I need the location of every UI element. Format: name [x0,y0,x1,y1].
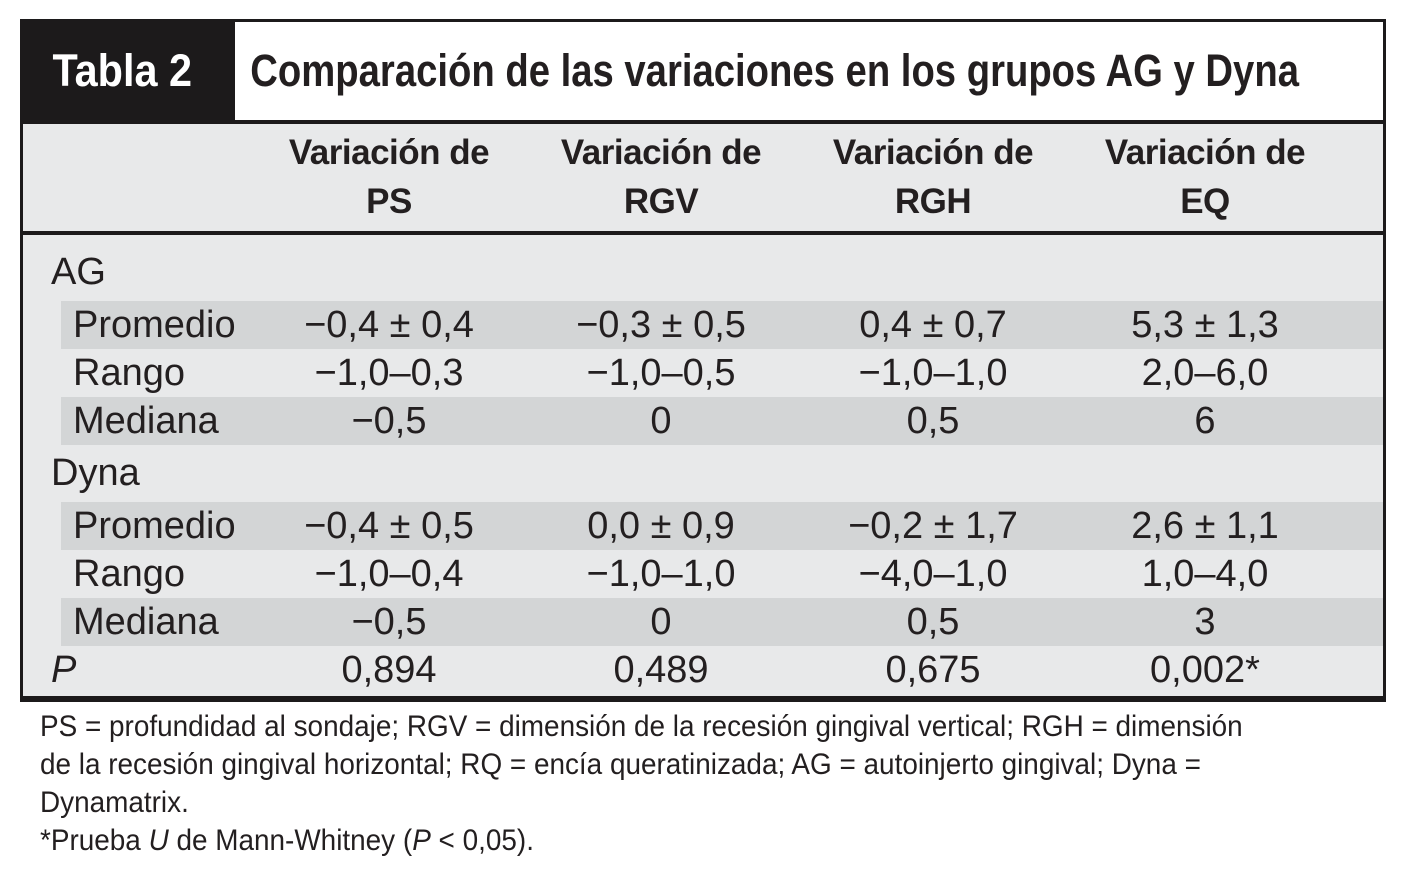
row-ag-promedio: Promedio −0,4 ± 0,4 −0,3 ± 0,5 0,4 ± 0,7… [23,301,1383,349]
column-header-rgh-line1: Variación de [832,133,1034,173]
cell-dyna-promedio-rgv: 0,0 ± 0,9 [587,504,735,547]
column-header-rgh-line2: RGH [894,181,972,221]
table-footnote: PS = profundidad al sondaje; RGV = dimen… [40,708,1333,860]
row-ag-rango: Rango −1,0–0,3 −1,0–0,5 −1,0–1,0 2,0–6,0 [23,349,1383,397]
cell-ag-rango-eq: 2,0–6,0 [1141,351,1269,394]
group-label-dyna: Dyna [51,452,140,494]
cell-ag-promedio-rgv: −0,3 ± 0,5 [576,303,746,346]
column-header-eq: Variación de EQ [1069,129,1341,226]
footnote-line-3: Dynamatrix. [40,786,189,819]
table-number-label: Tabla 2 [52,45,193,96]
cell-ag-rango-rgh: −1,0–1,0 [858,351,1008,394]
cell-ag-mediana-rgv: 0 [650,399,672,442]
mw-note-p: P [412,824,431,857]
table-number-tag: Tabla 2 [23,22,235,120]
cell-dyna-mediana-eq: 3 [1194,600,1216,643]
p-row-label: P [51,648,77,691]
row-dyna-rango: Rango −1,0–0,4 −1,0–1,0 −4,0–1,0 1,0–4,0 [23,550,1383,598]
cell-p-rgh: 0,675 [885,648,981,691]
mw-note-pre: *Prueba [40,824,149,857]
row-dyna-mediana: Mediana −0,5 0 0,5 3 [23,598,1383,646]
row-p-value: P 0,894 0,489 0,675 0,002* [23,646,1383,694]
group-row-dyna: Dyna [23,445,1383,502]
cell-dyna-rango-rgv: −1,0–1,0 [586,552,736,595]
cell-ag-rango-rgv: −1,0–0,5 [586,351,736,394]
cell-dyna-mediana-ps: −0,5 [351,600,427,643]
column-header-rgv-line1: Variación de [560,133,762,173]
footnote-line-4: *Prueba U de Mann-Whitney (P < 0,05). [40,822,1243,860]
row-label: Rango [73,552,185,595]
mw-note-u: U [148,824,169,857]
footnote-line-2: de la recesión gingival horizontal; RQ =… [40,748,1201,781]
table-title-area: Comparación de las variaciones en los gr… [235,22,1383,120]
comparison-table: Tabla 2 Comparación de las variaciones e… [20,19,1386,702]
column-header-ps-line2: PS [366,181,412,221]
row-label: Promedio [73,303,236,346]
cell-ag-promedio-eq: 5,3 ± 1,3 [1131,303,1279,346]
group-row-ag: AG [23,244,1383,301]
cell-p-rgv: 0,489 [613,648,709,691]
cell-dyna-promedio-ps: −0,4 ± 0,5 [304,504,474,547]
cell-ag-rango-ps: −1,0–0,3 [314,351,464,394]
table-title: Comparación de las variaciones en los gr… [250,45,1299,96]
row-ag-mediana: Mediana −0,5 0 0,5 6 [23,397,1383,445]
cell-dyna-rango-ps: −1,0–0,4 [314,552,464,595]
row-dyna-promedio: Promedio −0,4 ± 0,5 0,0 ± 0,9 −0,2 ± 1,7… [23,502,1383,550]
column-header-rgv-line2: RGV [623,181,699,221]
table-title-row: Tabla 2 Comparación de las variaciones e… [23,22,1383,124]
group-label-ag: AG [51,251,106,293]
cell-ag-mediana-eq: 6 [1194,399,1216,442]
cell-ag-mediana-ps: −0,5 [351,399,427,442]
column-header-rgh: Variación de RGH [797,129,1069,226]
cell-dyna-promedio-rgh: −0,2 ± 1,7 [848,504,1018,547]
cell-ag-mediana-rgh: 0,5 [906,399,960,442]
column-header-eq-line1: Variación de [1104,133,1306,173]
cell-dyna-rango-rgh: −4,0–1,0 [858,552,1008,595]
column-header-row: Variación de PS Variación de RGV Variaci… [23,124,1383,235]
cell-ag-promedio-rgh: 0,4 ± 0,7 [859,303,1007,346]
row-label: Rango [73,351,185,394]
column-header-ps-line1: Variación de [288,133,490,173]
column-header-ps: Variación de PS [253,129,525,226]
cell-dyna-mediana-rgh: 0,5 [906,600,960,643]
cell-dyna-promedio-eq: 2,6 ± 1,1 [1131,504,1279,547]
footnote-line-1: PS = profundidad al sondaje; RGV = dimen… [40,710,1243,743]
cell-dyna-rango-eq: 1,0–4,0 [1141,552,1269,595]
row-label: Promedio [73,504,236,547]
cell-p-eq: 0,002* [1150,648,1260,691]
row-label: Mediana [73,399,219,442]
mw-note-post: < 0,05). [430,824,534,857]
cell-p-ps: 0,894 [341,648,437,691]
mw-note-mid: de Mann-Whitney ( [168,824,413,857]
table-body: AG Promedio −0,4 ± 0,4 −0,3 ± 0,5 0,4 ± … [23,235,1383,696]
column-header-eq-line2: EQ [1180,181,1230,221]
column-header-rgv: Variación de RGV [525,129,797,226]
row-label: Mediana [73,600,219,643]
cell-ag-promedio-ps: −0,4 ± 0,4 [304,303,474,346]
cell-dyna-mediana-rgv: 0 [650,600,672,643]
